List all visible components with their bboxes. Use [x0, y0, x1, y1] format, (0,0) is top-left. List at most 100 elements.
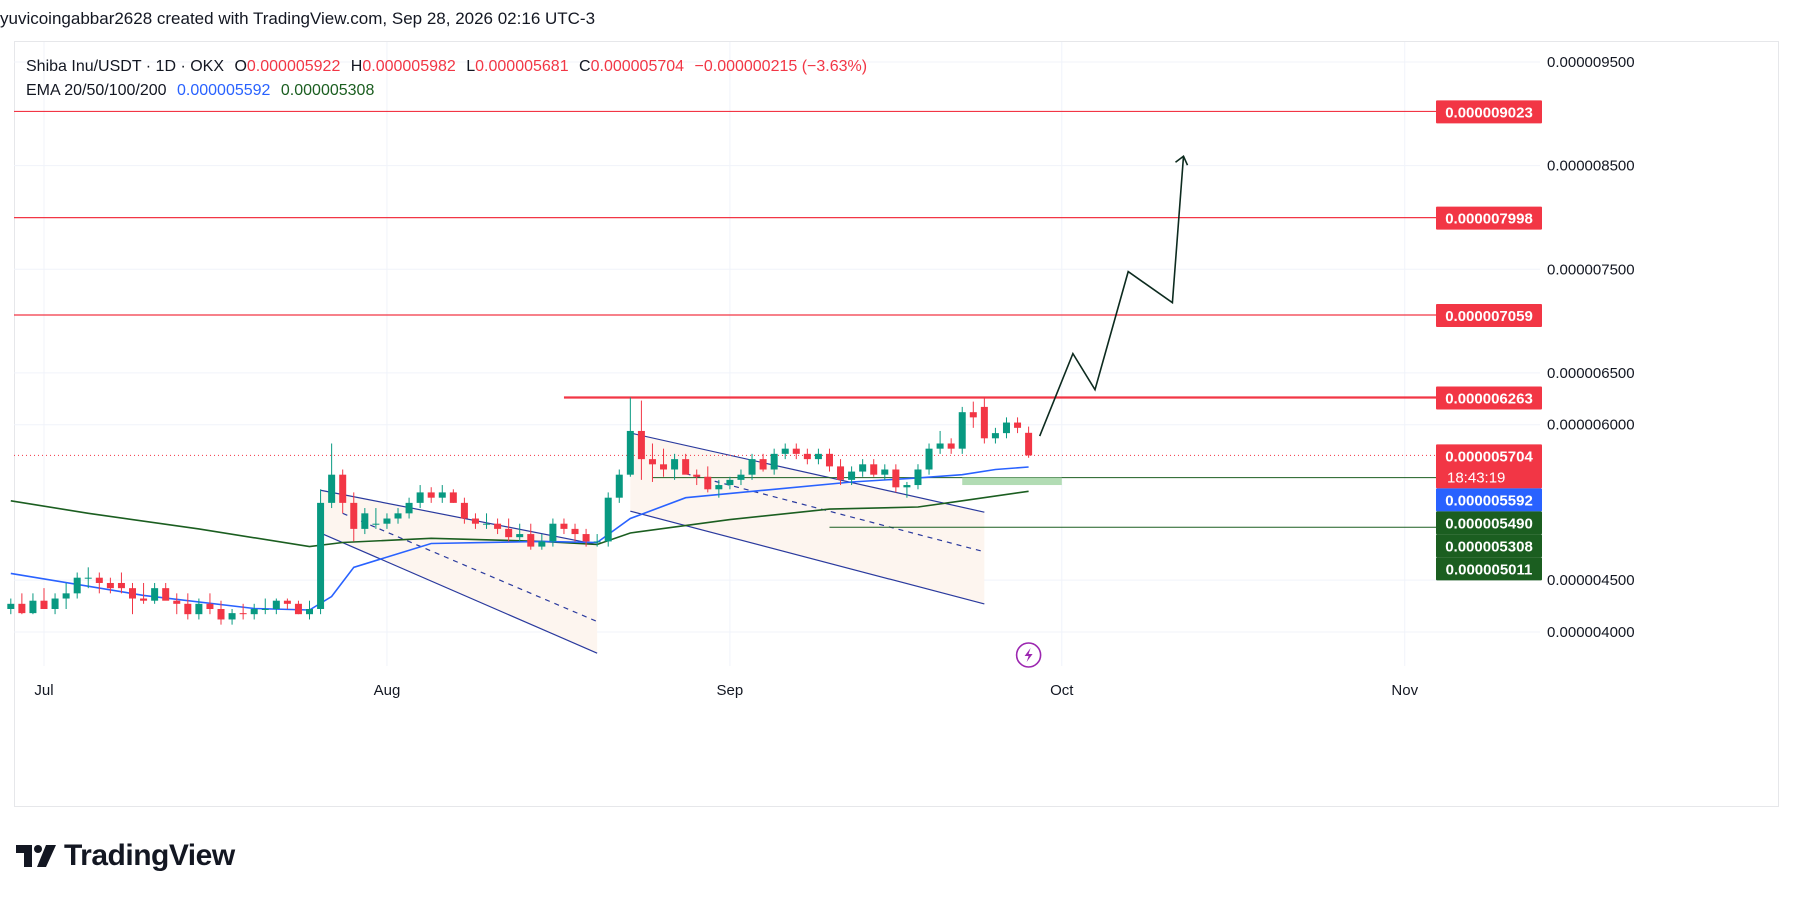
candle-up — [51, 598, 59, 609]
price-label-text: 0.000009023 — [1445, 104, 1533, 121]
candle-up — [958, 412, 966, 449]
candle-down — [704, 476, 712, 490]
price-label-last — [1436, 444, 1542, 489]
candle-up — [405, 502, 413, 514]
price-label-ema50 — [1436, 534, 1542, 558]
flash-bolt-icon — [1024, 648, 1033, 662]
candle-up — [272, 600, 280, 609]
low-value: 0.000005681 — [475, 58, 569, 75]
price-label-text: 0.000005592 — [1445, 492, 1533, 509]
ema-row: EMA 20/50/100/200 0.000005592 0.00000530… — [26, 79, 873, 103]
candle-up — [715, 485, 723, 490]
candle-up — [317, 502, 325, 609]
candle-up — [781, 448, 789, 454]
candle-down — [162, 588, 170, 601]
ema50-line — [10, 490, 1029, 548]
price-label-support — [1436, 511, 1542, 535]
y-tick-label: 0.000006500 — [1547, 365, 1635, 382]
candle-up — [1002, 422, 1010, 434]
x-tick-label: Nov — [1391, 682, 1418, 699]
candle-up — [859, 464, 867, 472]
ohlc-row: Shiba Inu/USDT · 1D · OKX O0.000005922 H… — [26, 55, 873, 79]
candle-up — [593, 541, 601, 543]
candle-up — [416, 492, 424, 503]
ema20-value: 0.000005592 — [177, 82, 271, 99]
candle-down — [693, 474, 701, 477]
symbol-label[interactable]: Shiba Inu/USDT · 1D · OKX — [26, 58, 224, 75]
candle-down — [427, 492, 435, 498]
candle-up — [328, 474, 336, 503]
candle-down — [980, 406, 988, 439]
candle-down — [40, 600, 48, 609]
candle-down — [117, 582, 125, 589]
x-tick-label: Aug — [374, 682, 401, 699]
chart-legend: Shiba Inu/USDT · 1D · OKX O0.000005922 H… — [26, 55, 873, 103]
x-tick-label: Sep — [717, 682, 744, 699]
candle-up — [516, 534, 524, 538]
candle-down — [294, 603, 302, 615]
y-tick-label: 0.000009500 — [1547, 54, 1635, 71]
low-label: L — [466, 58, 476, 75]
candle-down — [792, 448, 800, 454]
candle-up — [151, 588, 159, 601]
price-label-text: 0.000005308 — [1445, 538, 1533, 555]
candle-up — [195, 603, 203, 615]
candle-down — [947, 443, 955, 449]
brand-name: TradingView — [64, 839, 235, 872]
candle-up — [84, 577, 92, 579]
candle-up — [383, 518, 391, 524]
candle-up — [881, 469, 889, 475]
candle-down — [217, 608, 225, 620]
candle-up — [7, 603, 15, 609]
candle-up — [914, 469, 922, 486]
ema50-value: 0.000005308 — [280, 82, 375, 99]
candle-up — [306, 608, 314, 615]
candle-down — [660, 464, 668, 470]
channel-lower-line — [320, 532, 598, 654]
candle-down — [283, 600, 291, 604]
candle-up — [228, 613, 236, 620]
close-label: C — [579, 58, 591, 75]
candle-up — [549, 523, 557, 542]
candle-down — [637, 430, 645, 460]
price-label-text: 0.000005704 — [1445, 448, 1533, 465]
candle-up — [394, 513, 402, 519]
candle-up — [770, 453, 778, 470]
candle-down — [18, 603, 26, 614]
candle-up — [483, 523, 491, 525]
price-label-text: 0.000005011 — [1446, 561, 1533, 578]
candle-up — [671, 459, 679, 470]
y-tick-label: 0.000004000 — [1547, 624, 1635, 641]
candle-down — [449, 492, 457, 503]
tradingview-logo[interactable]: TradingView — [16, 839, 235, 873]
candle-up — [748, 459, 756, 475]
candle-down — [682, 459, 690, 475]
price-label-support — [1436, 557, 1542, 581]
candle-down — [505, 528, 513, 538]
candle-down — [560, 523, 568, 529]
candle-down — [571, 528, 579, 535]
candle-up — [438, 492, 446, 498]
y-tick-label: 0.000008500 — [1547, 158, 1635, 175]
price-label-level — [1436, 100, 1542, 124]
candle-up — [814, 453, 822, 460]
x-tick-label: Jul — [34, 682, 53, 699]
candle-up — [604, 497, 612, 542]
candle-up — [903, 485, 911, 488]
channel-fill — [630, 433, 985, 604]
price-label-level — [1436, 303, 1542, 327]
support-zone — [962, 477, 1062, 486]
candle-up — [936, 443, 944, 449]
price-label-level — [1436, 206, 1542, 230]
ema-label[interactable]: EMA 20/50/100/200 — [26, 82, 167, 99]
candle-up — [538, 541, 546, 547]
candle-up — [372, 523, 380, 525]
open-value: 0.000005922 — [246, 58, 341, 75]
channel-mid-line — [342, 512, 598, 623]
y-tick-label: 0.000007500 — [1547, 261, 1635, 278]
candle-down — [892, 469, 900, 488]
channel-lower-line — [630, 510, 985, 605]
candle-up — [726, 479, 734, 486]
candle-up — [361, 513, 369, 529]
